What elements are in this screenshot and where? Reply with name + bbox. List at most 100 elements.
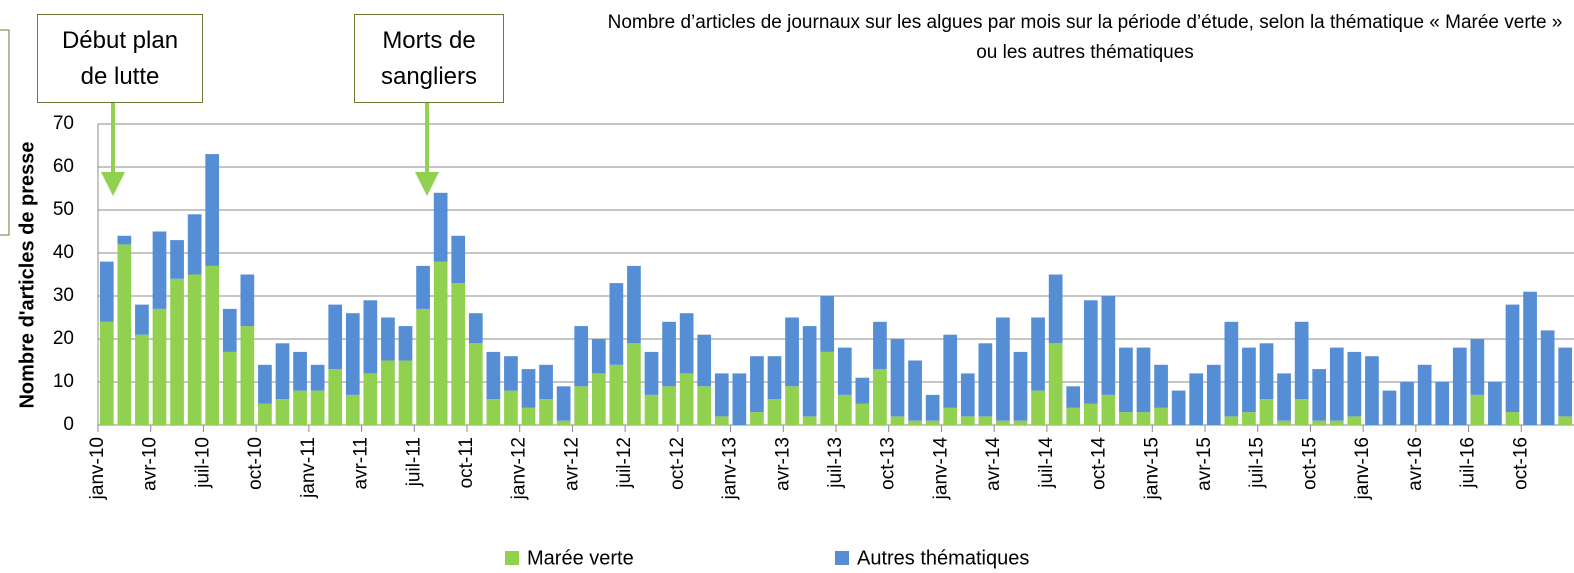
bar: [240, 326, 255, 425]
bar: [539, 399, 553, 425]
bar: [996, 317, 1010, 421]
bar: [1154, 407, 1168, 425]
legend-label: Autres thématiques: [857, 547, 1029, 569]
bar: [925, 394, 940, 421]
bar: [504, 356, 518, 391]
bar: [205, 154, 220, 266]
bar: [152, 231, 167, 309]
bar: [943, 334, 958, 408]
bar: [697, 334, 712, 387]
bar: [644, 394, 659, 425]
x-tick-label: janv-13: [720, 437, 741, 500]
bar: [1312, 369, 1327, 421]
x-tick-label: janv-11: [298, 437, 319, 499]
bar: [521, 369, 536, 408]
x-tick-label: janv-16: [1352, 437, 1373, 500]
bar: [1365, 356, 1379, 425]
bar: [363, 300, 378, 374]
bar: [662, 321, 676, 387]
bar: [170, 240, 184, 279]
bar: [345, 394, 360, 425]
bar: [750, 412, 764, 425]
bar: [1101, 394, 1116, 425]
grid: 0 10 20 30 40 50 60 70 janv-10 avr-10 juil-10 oct-1…: [53, 113, 1574, 500]
bar: [328, 369, 343, 425]
bar: [1382, 390, 1397, 425]
bar: [1470, 339, 1485, 395]
bar: [1259, 399, 1274, 425]
legend-label: Marée verte: [527, 547, 634, 569]
bar: [925, 420, 940, 425]
bar: [117, 244, 132, 425]
bar: [837, 394, 852, 425]
bar: [679, 313, 694, 374]
bar: [398, 360, 413, 425]
bar: [222, 308, 237, 352]
bar: [1154, 364, 1168, 408]
bar: [662, 386, 676, 425]
bars: [99, 154, 1573, 425]
bar: [873, 369, 887, 425]
bar: [451, 235, 466, 284]
bar: [187, 274, 202, 425]
bar: [1206, 364, 1221, 425]
x-tick-label: juil-15: [1247, 437, 1268, 489]
x-tick-label: janv-10: [87, 437, 108, 500]
y-axis-label: Nombre d'articles de presse: [16, 141, 38, 408]
bar: [504, 390, 518, 425]
x-tick-label: avr-12: [561, 437, 582, 491]
bar: [1136, 347, 1151, 413]
bar: [908, 420, 922, 425]
bar: [152, 308, 167, 425]
arrow-head: [101, 172, 125, 196]
bar: [1031, 317, 1045, 391]
bar: [328, 304, 343, 370]
x-tick-label: juil-12: [614, 437, 635, 489]
bar: [714, 416, 729, 425]
bar: [398, 326, 413, 361]
bar: [1470, 394, 1485, 425]
x-tick-label: avr-15: [1194, 437, 1215, 491]
bar: [451, 283, 466, 425]
x-tick-label: juil-10: [192, 437, 213, 489]
x-tick-label: oct-11: [456, 437, 477, 488]
bar: [433, 261, 448, 425]
y-tick-label: 10: [53, 371, 74, 392]
bar: [381, 317, 395, 361]
bar: [1119, 412, 1133, 425]
bar: [1048, 343, 1063, 425]
chart-title: Nombre d’articles de journaux sur les al…: [607, 12, 1563, 63]
bar: [135, 334, 149, 425]
y-tick-label: 40: [53, 242, 74, 263]
bar: [240, 274, 255, 327]
bar: [486, 399, 501, 425]
bar: [714, 373, 729, 417]
x-tick-label: avr-13: [772, 437, 793, 491]
bar: [135, 304, 149, 335]
bar: [1488, 382, 1502, 425]
y-tick-label: 30: [53, 285, 74, 306]
bar: [539, 364, 553, 400]
bar: [1329, 420, 1344, 425]
bar: [1452, 347, 1467, 425]
bar: [1505, 304, 1520, 413]
bar: [1083, 403, 1098, 425]
bar: [1136, 412, 1151, 425]
bar: [1400, 382, 1414, 425]
bar: [855, 377, 870, 404]
bar: [1435, 382, 1450, 425]
bar: [1312, 420, 1327, 425]
bar: [1558, 347, 1573, 417]
bar: [627, 343, 641, 425]
bar: [99, 321, 114, 425]
x-tick-label: oct-12: [667, 437, 688, 490]
bar: [996, 420, 1010, 425]
bar: [1013, 351, 1028, 421]
bar: [750, 356, 764, 413]
bar: [99, 261, 114, 322]
bar: [1540, 330, 1555, 425]
bar: [644, 351, 659, 395]
bar: [433, 192, 448, 262]
x-tick-label: oct-15: [1299, 437, 1320, 490]
